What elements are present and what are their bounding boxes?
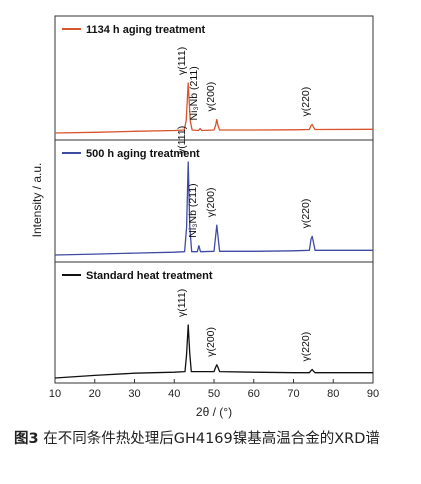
x-tick-label: 60 bbox=[248, 388, 260, 400]
figure-caption: 图3 在不同条件热处理后GH4169镍基高温合金的XRD谱 bbox=[14, 428, 414, 451]
legend-label: Standard heat treatment bbox=[86, 270, 213, 282]
x-tick-label: 80 bbox=[327, 388, 339, 400]
peak-label: γ(220) bbox=[300, 87, 312, 117]
x-tick-label: 40 bbox=[168, 388, 180, 400]
y-axis-label: Intensity / a.u. bbox=[30, 163, 44, 238]
peak-label: γ(220) bbox=[300, 332, 312, 362]
peak-label: γ(111) bbox=[176, 289, 188, 317]
peak-label: γ(111) bbox=[176, 126, 188, 154]
figure-caption-label: 图3 bbox=[14, 431, 39, 447]
x-axis-label: 2θ / (°) bbox=[196, 405, 232, 419]
legend-label: 500 h aging treatment bbox=[86, 148, 200, 160]
peak-label: γ(111) bbox=[176, 47, 188, 75]
peak-label: γ(200) bbox=[205, 187, 217, 217]
legend-label: 1134 h aging treatment bbox=[86, 24, 206, 36]
x-tick-label: 70 bbox=[287, 388, 299, 400]
figure-caption-text: 在不同条件热处理后GH4169镍基高温合金的XRD谱 bbox=[43, 431, 380, 447]
panel-1: 1134 h aging treatment γ(111)Ni₃Nb (211) γ… bbox=[54, 15, 374, 141]
peak-label: Ni₃Nb (211) bbox=[188, 66, 200, 120]
x-tick-label: 20 bbox=[89, 388, 101, 400]
series-line bbox=[54, 82, 374, 134]
series-line bbox=[54, 324, 373, 379]
x-tick-label: 30 bbox=[128, 388, 140, 400]
series-line bbox=[54, 161, 373, 256]
x-tick-label: 10 bbox=[49, 388, 61, 400]
peak-label: γ(220) bbox=[300, 199, 312, 229]
x-tick-label: 50 bbox=[208, 388, 220, 400]
panel-3: Standard heat treatment γ(111) γ(200) γ(220… bbox=[54, 261, 374, 384]
x-tick-label: 90 bbox=[367, 388, 379, 400]
peak-label: γ(200) bbox=[205, 327, 217, 357]
peak-label: Ni₃Nb (211) bbox=[187, 183, 199, 237]
peak-label: γ(200) bbox=[205, 82, 217, 112]
